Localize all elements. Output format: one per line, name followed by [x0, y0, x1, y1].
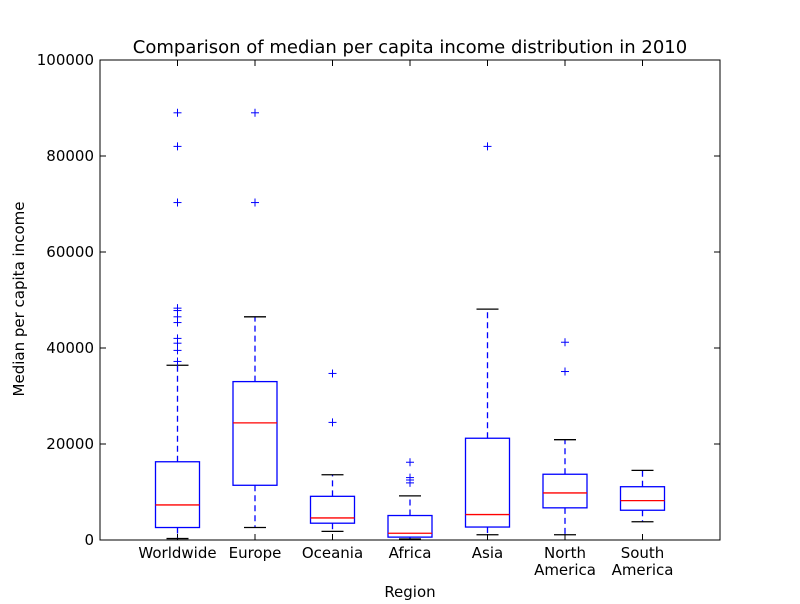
outlier-point [173, 346, 182, 355]
y-tick-label: 100000 [37, 51, 94, 69]
x-tick-label: Oceania [302, 544, 363, 562]
plot-area: 0 20000 40000 60000 80000 100000 Worldwide Euro… [37, 51, 721, 579]
outlier-point [406, 473, 414, 482]
outlier-point [251, 108, 259, 117]
outlier-point [251, 198, 259, 207]
y-tick-label: 20000 [46, 435, 94, 453]
x-tick-label: South [621, 544, 665, 562]
outlier-point [406, 458, 414, 467]
outlier-point [561, 367, 569, 376]
iqr-box [387, 514, 433, 538]
y-tick-label: 80000 [46, 147, 94, 165]
outlier-point [173, 304, 182, 313]
iqr-box [232, 380, 278, 486]
outlier-point [173, 357, 182, 366]
y-axis-label: Median per capita income [10, 202, 28, 397]
iqr-box [619, 486, 666, 511]
x-tick-label: Asia [472, 544, 503, 562]
outlier-point [483, 142, 492, 151]
outlier-point [173, 108, 182, 117]
iqr-box [309, 495, 356, 524]
iqr-box [154, 461, 201, 529]
iqr-box [464, 437, 511, 528]
y-tick-label: 40000 [46, 339, 94, 357]
x-tick-label: Africa [389, 544, 432, 562]
outlier-point [561, 338, 569, 347]
y-tick-label: 0 [84, 531, 94, 549]
outlier-point [328, 418, 337, 427]
outlier-point [173, 334, 182, 343]
x-tick-label: Europe [229, 544, 282, 562]
x-tick-label: America [534, 561, 596, 579]
x-tick-label: Worldwide [138, 544, 216, 562]
chart-title: Comparison of median per capita income d… [133, 37, 687, 58]
x-tick-label: America [612, 561, 674, 579]
x-tick-label: North [544, 544, 586, 562]
y-tick-label: 60000 [46, 243, 94, 261]
outlier-point [173, 198, 182, 207]
iqr-box [542, 473, 588, 509]
x-axis-label: Region [384, 583, 435, 600]
outlier-point [173, 142, 182, 151]
outlier-point [328, 369, 337, 378]
